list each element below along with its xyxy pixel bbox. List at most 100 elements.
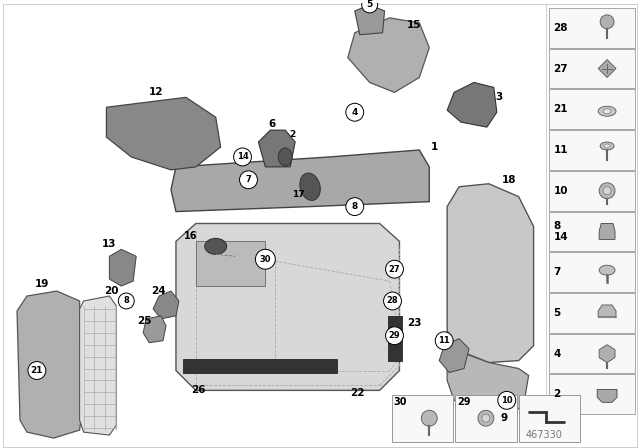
Bar — [550, 211, 635, 251]
Polygon shape — [348, 18, 429, 92]
Text: 1: 1 — [431, 142, 438, 152]
Circle shape — [362, 0, 378, 13]
Text: 7: 7 — [554, 267, 561, 277]
Text: 27: 27 — [554, 64, 568, 73]
Text: 6: 6 — [269, 119, 276, 129]
Text: 13: 13 — [102, 239, 116, 250]
Circle shape — [255, 250, 275, 269]
Text: 25: 25 — [137, 316, 152, 326]
Ellipse shape — [599, 265, 615, 275]
Ellipse shape — [278, 148, 292, 166]
Text: 21: 21 — [554, 104, 568, 114]
Text: 18: 18 — [502, 175, 516, 185]
Text: 28: 28 — [387, 297, 398, 306]
Text: 11: 11 — [438, 336, 450, 345]
Polygon shape — [143, 316, 166, 343]
Ellipse shape — [600, 142, 614, 150]
Text: 5: 5 — [367, 0, 372, 9]
Bar — [388, 316, 403, 361]
Polygon shape — [597, 389, 617, 402]
Polygon shape — [171, 150, 429, 211]
Bar — [518, 395, 580, 442]
Text: 29: 29 — [388, 331, 400, 340]
Text: 30: 30 — [260, 255, 271, 264]
Ellipse shape — [603, 109, 611, 114]
Text: 10: 10 — [554, 186, 568, 196]
Polygon shape — [355, 5, 385, 35]
Text: 4: 4 — [554, 349, 561, 359]
Text: 9: 9 — [500, 413, 508, 423]
Bar — [550, 90, 635, 129]
Circle shape — [498, 392, 516, 409]
Text: 16: 16 — [184, 232, 198, 241]
Ellipse shape — [598, 106, 616, 116]
Text: 17: 17 — [292, 190, 305, 199]
Polygon shape — [106, 97, 221, 170]
Ellipse shape — [604, 144, 610, 148]
Text: 29: 29 — [457, 397, 470, 407]
Circle shape — [599, 183, 615, 198]
Bar — [550, 334, 635, 374]
Ellipse shape — [300, 173, 320, 200]
Polygon shape — [598, 305, 616, 317]
Text: 467330: 467330 — [525, 430, 562, 440]
Circle shape — [603, 187, 611, 195]
Text: 26: 26 — [191, 385, 206, 396]
Polygon shape — [599, 345, 615, 362]
Polygon shape — [259, 130, 295, 167]
Text: 2: 2 — [554, 389, 561, 399]
Bar — [550, 293, 635, 333]
Text: 30: 30 — [394, 397, 407, 407]
Circle shape — [435, 332, 453, 349]
Polygon shape — [109, 250, 136, 286]
Bar — [455, 395, 516, 442]
Text: 8: 8 — [124, 297, 129, 306]
Circle shape — [600, 15, 614, 29]
Text: 23: 23 — [407, 318, 422, 328]
Polygon shape — [447, 184, 534, 362]
Bar — [550, 130, 635, 170]
Text: 15: 15 — [407, 20, 422, 30]
Polygon shape — [196, 241, 266, 286]
Circle shape — [346, 103, 364, 121]
Text: 2: 2 — [289, 129, 295, 138]
Ellipse shape — [205, 238, 227, 254]
Circle shape — [385, 260, 403, 278]
Circle shape — [118, 293, 134, 309]
Text: 27: 27 — [388, 265, 400, 274]
Text: 28: 28 — [554, 23, 568, 33]
Text: 8: 8 — [351, 202, 358, 211]
Circle shape — [421, 410, 437, 426]
Circle shape — [478, 410, 494, 426]
Text: 20: 20 — [104, 286, 118, 296]
Text: 10: 10 — [501, 396, 513, 405]
Circle shape — [346, 198, 364, 215]
Text: 14: 14 — [237, 152, 248, 161]
Polygon shape — [17, 291, 81, 438]
Circle shape — [234, 148, 252, 166]
Circle shape — [383, 292, 401, 310]
Polygon shape — [439, 339, 469, 372]
Polygon shape — [79, 296, 116, 435]
Bar — [550, 171, 635, 211]
Bar — [392, 395, 453, 442]
Circle shape — [239, 171, 257, 189]
Text: 21: 21 — [31, 366, 43, 375]
Text: 5: 5 — [554, 308, 561, 318]
Text: 4: 4 — [351, 108, 358, 117]
Polygon shape — [153, 291, 179, 319]
Text: 7: 7 — [246, 175, 252, 184]
Polygon shape — [176, 224, 399, 390]
Polygon shape — [598, 60, 616, 78]
Polygon shape — [447, 82, 497, 127]
Bar — [550, 49, 635, 88]
Polygon shape — [447, 351, 529, 415]
Bar — [550, 375, 635, 414]
Text: 8
14: 8 14 — [554, 221, 568, 242]
Circle shape — [385, 327, 403, 345]
Circle shape — [28, 362, 46, 379]
Text: 24: 24 — [151, 286, 165, 296]
Circle shape — [482, 414, 490, 422]
Text: 11: 11 — [554, 145, 568, 155]
Text: 22: 22 — [351, 388, 365, 398]
